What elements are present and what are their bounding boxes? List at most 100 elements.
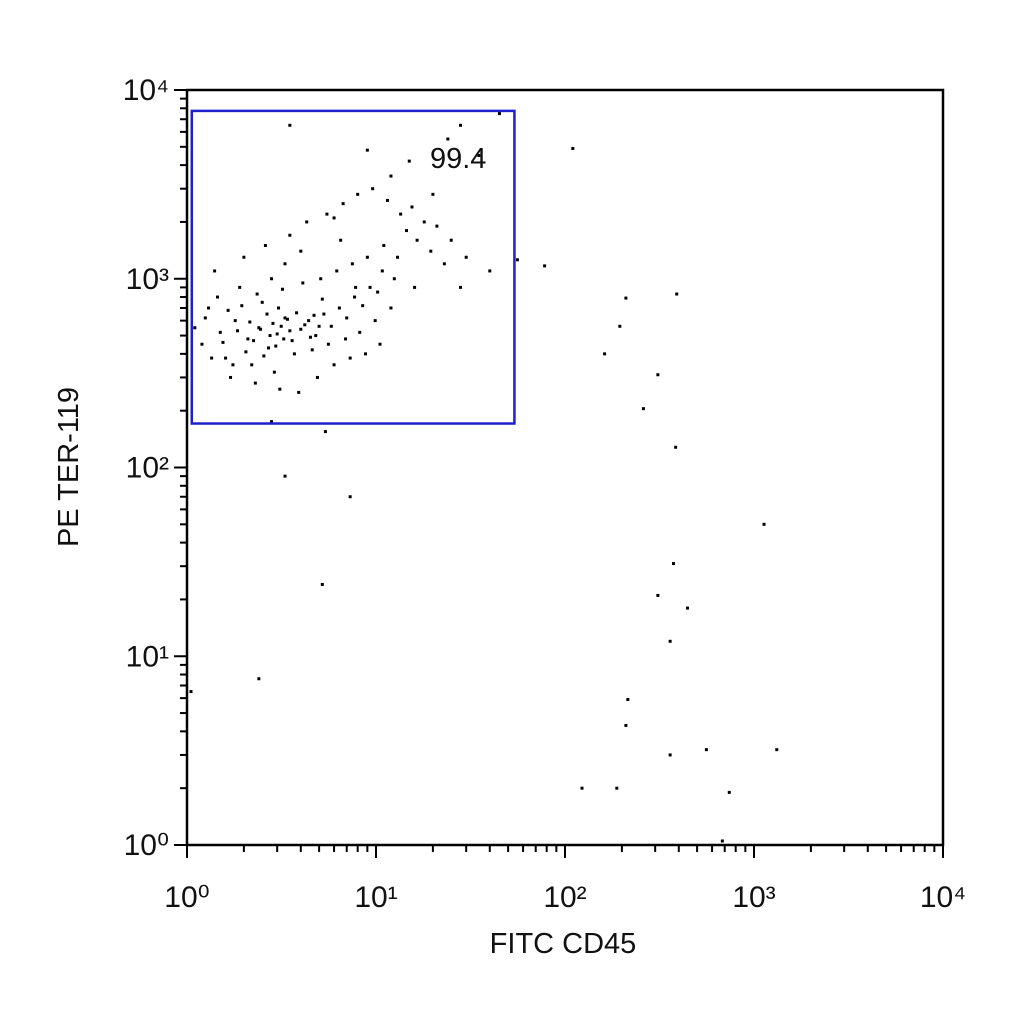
data-point — [275, 332, 279, 336]
data-point — [515, 258, 519, 262]
y-tick-label: 10¹ — [126, 640, 169, 673]
data-point — [240, 304, 244, 308]
data-point — [310, 348, 314, 352]
data-point — [442, 262, 446, 266]
data-point — [459, 285, 463, 289]
data-point — [626, 698, 630, 702]
data-point — [189, 690, 193, 694]
x-tick-label: 10⁰ — [164, 881, 209, 914]
x-tick-label: 10¹ — [354, 881, 397, 914]
data-point — [200, 342, 204, 346]
data-point — [341, 202, 345, 206]
data-point — [308, 335, 312, 339]
data-point — [288, 329, 292, 333]
data-point — [274, 344, 278, 348]
y-tick-label: 10⁰ — [124, 829, 169, 862]
data-point — [326, 342, 330, 346]
data-point — [543, 264, 547, 268]
data-point — [257, 326, 261, 330]
data-point — [382, 244, 386, 248]
data-point — [332, 363, 336, 367]
data-point — [282, 337, 286, 341]
data-point — [322, 312, 326, 316]
data-point — [315, 375, 319, 379]
data-point — [248, 320, 252, 324]
data-point — [668, 639, 672, 643]
data-point — [213, 269, 217, 273]
y-tick-label: 10⁴ — [123, 74, 169, 107]
data-point — [656, 373, 660, 377]
data-point — [720, 839, 724, 843]
data-point — [624, 296, 628, 300]
data-point — [641, 407, 645, 411]
data-point — [231, 363, 235, 367]
data-point — [277, 306, 281, 310]
data-point — [410, 205, 414, 209]
data-point — [270, 277, 274, 281]
data-point — [571, 146, 575, 150]
data-point — [429, 249, 433, 253]
data-point — [603, 352, 607, 356]
data-point — [675, 292, 679, 296]
data-point — [380, 269, 384, 273]
data-point — [255, 292, 259, 296]
data-point — [674, 445, 678, 449]
data-point — [221, 340, 225, 344]
data-point — [671, 562, 675, 566]
data-point — [389, 306, 393, 310]
data-point — [246, 337, 250, 341]
data-point — [218, 330, 222, 334]
data-point — [477, 153, 481, 157]
data-point — [262, 354, 266, 358]
data-point — [270, 420, 274, 424]
x-axis-label: FITC CD45 — [490, 928, 637, 960]
data-point — [323, 430, 327, 434]
data-point — [350, 262, 354, 266]
x-tick-label: 10³ — [732, 881, 775, 914]
data-point — [449, 238, 453, 242]
data-point — [345, 316, 349, 320]
data-point — [317, 324, 321, 328]
data-point — [278, 387, 282, 391]
data-point — [404, 229, 408, 233]
data-point — [288, 123, 292, 127]
data-point — [392, 277, 396, 281]
data-point — [193, 326, 197, 330]
data-point — [435, 224, 439, 228]
data-point — [354, 285, 358, 289]
data-point — [371, 187, 375, 191]
data-point — [686, 606, 690, 610]
data-point — [283, 316, 287, 320]
data-point — [368, 285, 372, 289]
data-point — [257, 677, 261, 681]
data-point — [353, 295, 357, 299]
data-point — [348, 495, 352, 499]
data-point — [283, 262, 287, 266]
data-point — [389, 174, 393, 178]
data-point — [415, 238, 419, 242]
data-point — [332, 216, 336, 220]
data-point — [312, 313, 316, 317]
y-axis-label: PE TER-119 — [53, 387, 85, 547]
gate — [190, 109, 516, 425]
data-point — [233, 319, 237, 323]
data-point — [378, 342, 382, 346]
data-point — [244, 350, 248, 354]
data-point — [229, 375, 233, 379]
data-point — [263, 244, 267, 248]
data-point — [303, 323, 307, 327]
data-point — [314, 334, 318, 338]
data-point — [385, 198, 389, 202]
data-point — [364, 352, 368, 356]
data-point — [329, 324, 333, 328]
data-point — [295, 311, 299, 315]
data-point — [203, 316, 207, 320]
data-point — [668, 753, 672, 757]
data-point — [224, 356, 228, 360]
data-point — [260, 300, 264, 304]
data-point — [358, 330, 362, 334]
data-point — [268, 334, 272, 338]
data-point — [344, 337, 348, 341]
